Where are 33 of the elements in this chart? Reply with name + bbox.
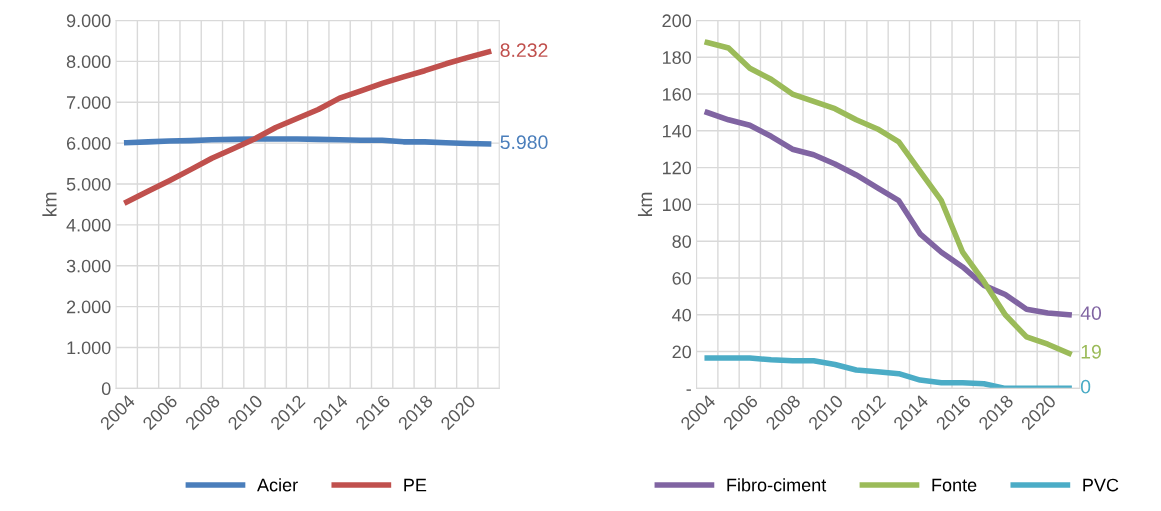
- legend-label: Acier: [257, 478, 298, 492]
- y-tick-label: 100: [662, 198, 692, 212]
- legend-label: Fibro-ciment: [727, 478, 827, 492]
- y-tick-label: 60: [672, 271, 692, 285]
- y-tick-label: 9.000: [66, 14, 111, 28]
- data-label: 0: [1080, 379, 1091, 394]
- y-tick-label: 160: [662, 87, 692, 101]
- y-tick-label: 8.000: [66, 55, 111, 69]
- y-tick-label: 120: [662, 161, 692, 175]
- y-axis-title: km: [637, 192, 653, 217]
- y-tick-label: 20: [672, 345, 692, 359]
- y-tick-label: 80: [672, 235, 692, 248]
- y-tick-label: 5.000: [66, 177, 111, 191]
- y-tick-label: 0: [101, 382, 111, 396]
- legend-label: Fonte: [932, 478, 977, 492]
- data-label: 8.232: [500, 43, 548, 58]
- y-tick-label: 180: [662, 51, 692, 64]
- y-tick-label: 6.000: [66, 137, 111, 150]
- data-label: 5.980: [500, 135, 548, 150]
- y-tick-label: -: [686, 389, 691, 391]
- data-label: 40: [1080, 306, 1102, 320]
- y-tick-label: 1.000: [67, 341, 111, 355]
- y-tick-label: 3.000: [66, 259, 111, 273]
- data-label: 19: [1081, 344, 1101, 359]
- y-tick-label: 2.000: [66, 300, 111, 314]
- y-tick-label: 4.000: [66, 218, 111, 232]
- y-axis-title: km: [42, 192, 57, 217]
- y-tick-label: 40: [672, 308, 692, 322]
- legend-label: PVC: [1083, 478, 1119, 492]
- y-tick-label: 200: [662, 14, 692, 28]
- y-tick-label: 7.000: [66, 96, 111, 109]
- legend-label: PE: [404, 478, 427, 492]
- y-tick-label: 140: [662, 124, 692, 138]
